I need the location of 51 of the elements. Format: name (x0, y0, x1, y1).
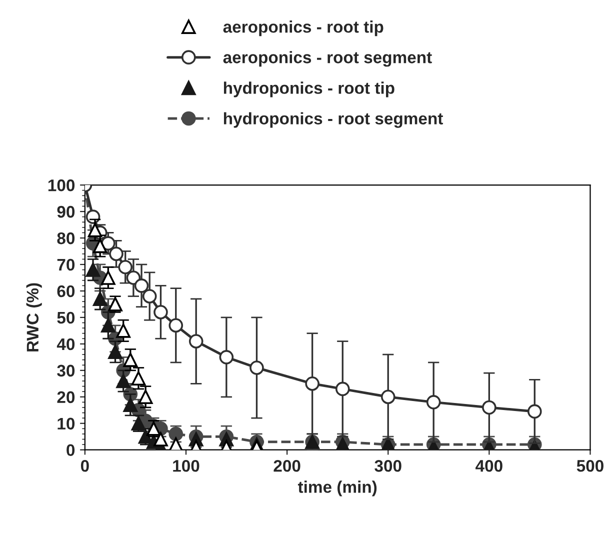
y-tick-label: 10 (58, 418, 75, 430)
y-tick-label: 80 (57, 232, 75, 244)
point (109, 246, 124, 262)
point (482, 400, 496, 415)
point (92, 238, 108, 254)
point (142, 289, 157, 304)
y-tick-label: 90 (57, 206, 75, 218)
x-tick-label: 500 (576, 460, 604, 472)
y-tick-label: 100 (48, 179, 75, 192)
x-tick-label: 300 (374, 460, 402, 472)
point (168, 437, 184, 450)
legend-label: hydroponics - root tip (224, 82, 394, 98)
point (92, 292, 108, 306)
point (168, 318, 184, 333)
y-axis-title: RWC (%) (26, 283, 42, 352)
point (426, 395, 441, 410)
point (118, 260, 133, 274)
y-tick-label: 50 (57, 312, 75, 324)
point (131, 371, 146, 386)
point (305, 376, 320, 391)
y-tick-label: 20 (57, 391, 75, 404)
point (219, 350, 234, 364)
legend-label: aeroponics - root tip (223, 20, 384, 36)
y-tick-label: 30 (57, 364, 75, 377)
y-tick-label: 60 (57, 285, 75, 298)
point (154, 304, 168, 320)
point (101, 270, 116, 285)
point (188, 334, 204, 348)
point (138, 390, 153, 404)
point (108, 344, 122, 360)
x-axis-title: time (min) (298, 480, 377, 496)
point (123, 352, 138, 367)
point (134, 278, 149, 293)
x-tick-label: 200 (274, 460, 300, 472)
point (527, 404, 542, 419)
point (335, 382, 350, 396)
point (116, 324, 130, 338)
x-tick-label: 100 (173, 460, 200, 472)
x-tick-label: 400 (476, 460, 502, 472)
legend-label: aeroponics - root segment (223, 51, 432, 67)
point (250, 360, 264, 375)
y-tick-label: 70 (57, 258, 75, 271)
point (126, 270, 141, 285)
legend-label: hydroponics - root segment (224, 112, 443, 128)
point (86, 262, 100, 277)
point (380, 390, 396, 404)
y-tick-label: 40 (56, 338, 75, 350)
point (88, 222, 102, 238)
x-tick-label: 0 (80, 460, 89, 472)
point (123, 398, 138, 412)
y-tick-label: 0 (66, 444, 75, 456)
